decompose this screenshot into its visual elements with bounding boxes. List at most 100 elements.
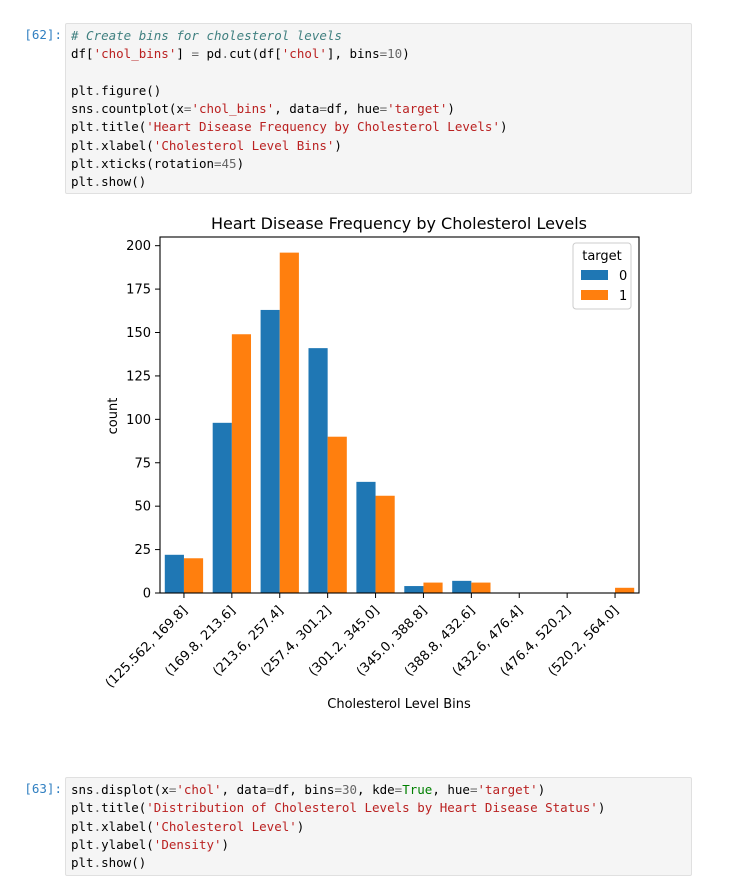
x-tick-label: (125.562, 169.8] <box>103 603 191 691</box>
bar-target-1 <box>279 252 299 593</box>
code-token: pd <box>198 46 222 62</box>
code-token: . <box>93 855 102 871</box>
bar-target-1 <box>327 436 347 593</box>
code-token: plt <box>71 855 94 871</box>
code-line: plt.xlabel('Cholesterol Level Bins') <box>71 137 686 155</box>
code-token: = <box>168 782 177 797</box>
code-token: plt <box>71 174 94 190</box>
code-token: plt <box>71 818 94 834</box>
countplot-chart: Heart Disease Frequency by Cholesterol L… <box>103 214 640 712</box>
code-token: = <box>214 156 222 172</box>
code-token: df[ <box>71 46 94 62</box>
code-token: . <box>93 782 102 797</box>
code-token: 'chol_bins' <box>93 46 177 62</box>
code-token: 'target' <box>477 782 538 797</box>
legend-label: 0 <box>619 269 627 284</box>
code-token: title( <box>101 800 147 816</box>
code-token: = <box>266 782 275 797</box>
code-line: plt.ylabel('Density') <box>71 836 686 854</box>
code-token: = <box>183 101 192 117</box>
y-tick-label: 150 <box>126 326 151 341</box>
code-token: show() <box>101 174 147 190</box>
y-tick-label: 25 <box>134 543 151 558</box>
legend-swatch-target-1 <box>581 290 608 300</box>
code-token: . <box>93 800 102 816</box>
bar-target-0 <box>212 422 232 593</box>
code-token: . <box>93 119 102 135</box>
code-token: displot(x <box>101 782 169 797</box>
cell-62-code[interactable]: # Create bins for cholesterol levels df['… <box>65 23 692 194</box>
code-line: sns.countplot(x='chol_bins', data=df, hu… <box>71 100 686 118</box>
code-token: plt <box>71 156 94 172</box>
code-line: sns.displot(x='chol', data=df, bins=30, … <box>71 781 686 799</box>
code-token: ) <box>236 156 245 172</box>
code-line <box>71 64 686 82</box>
bar-target-1 <box>615 587 635 593</box>
code-token: 30 <box>341 782 358 797</box>
code-token: = <box>191 46 199 62</box>
code-token: , data <box>274 101 320 117</box>
code-line: plt.show() <box>71 173 686 191</box>
code-line: plt.xlabel('Cholesterol Level') <box>71 818 686 836</box>
code-line: df['chol_bins'] = pd.cut(df['chol'], bin… <box>71 45 686 63</box>
code-token: = <box>319 101 327 117</box>
code-token: ) <box>296 818 305 834</box>
code-token: ) <box>402 46 410 62</box>
y-tick-label: 75 <box>134 456 151 471</box>
y-tick-label: 100 <box>126 413 151 428</box>
bar-target-0 <box>260 309 280 593</box>
code-token: xlabel( <box>101 137 154 153</box>
code-token: # Create bins for cholesterol levels <box>71 28 342 43</box>
code-token: 'Heart Disease Frequency by Cholesterol … <box>146 119 500 135</box>
code-token: cut(df[ <box>229 46 282 62</box>
code-token: ], bins <box>326 46 380 62</box>
code-token: ylabel( <box>101 836 154 852</box>
code-token: title( <box>101 119 147 135</box>
legend-swatch-target-0 <box>581 270 608 280</box>
code-token: = <box>469 782 478 797</box>
y-axis-label: count <box>106 398 121 435</box>
bar-target-1 <box>231 334 252 593</box>
code-token: = <box>379 101 388 117</box>
code-token: 'chol_bins' <box>191 101 275 117</box>
code-token: = <box>334 782 342 797</box>
code-token: . <box>93 101 102 117</box>
code-token: 'Density' <box>153 836 222 852</box>
code-token: . <box>93 137 102 153</box>
code-token: . <box>221 46 230 62</box>
code-token: True <box>402 782 433 797</box>
code-token: . <box>93 818 102 834</box>
bar-target-0 <box>164 554 184 593</box>
y-tick-label: 175 <box>126 283 151 298</box>
code-token: 'chol' <box>281 46 327 62</box>
code-line: plt.title('Distribution of Cholesterol L… <box>71 799 686 817</box>
code-token: plt <box>71 119 94 135</box>
code-token: = <box>379 46 388 62</box>
code-token: sns <box>71 101 94 117</box>
cell-62-output: Heart Disease Frequency by Cholesterol L… <box>65 198 692 718</box>
code-token: ) <box>537 782 546 797</box>
cell-63-prompt: [63]: <box>24 781 62 796</box>
y-tick-label: 50 <box>134 500 151 515</box>
code-token: 'target' <box>387 101 448 117</box>
bar-target-1 <box>423 582 443 593</box>
code-token: sns <box>71 782 94 797</box>
code-token: plt <box>71 800 94 816</box>
cell-62-prompt: [62]: <box>24 27 62 42</box>
code-token: , hue <box>432 782 470 797</box>
code-token: ] <box>176 46 192 62</box>
legend-label: 1 <box>619 289 627 304</box>
x-axis-label: Cholesterol Level Bins <box>327 697 471 712</box>
code-token: ) <box>221 836 230 852</box>
y-tick-label: 125 <box>126 369 151 384</box>
bar-target-0 <box>308 348 328 593</box>
legend-title: target <box>582 249 622 264</box>
code-token: , kde <box>357 782 395 797</box>
code-token: xlabel( <box>101 818 154 834</box>
code-token: df, bins <box>274 782 335 797</box>
code-line: plt.show() <box>71 854 686 872</box>
code-token: xticks(rotation <box>101 156 214 172</box>
y-tick-label: 0 <box>143 587 151 602</box>
bar-target-1 <box>471 582 491 593</box>
cell-63-code[interactable]: sns.displot(x='chol', data=df, bins=30, … <box>65 777 692 876</box>
